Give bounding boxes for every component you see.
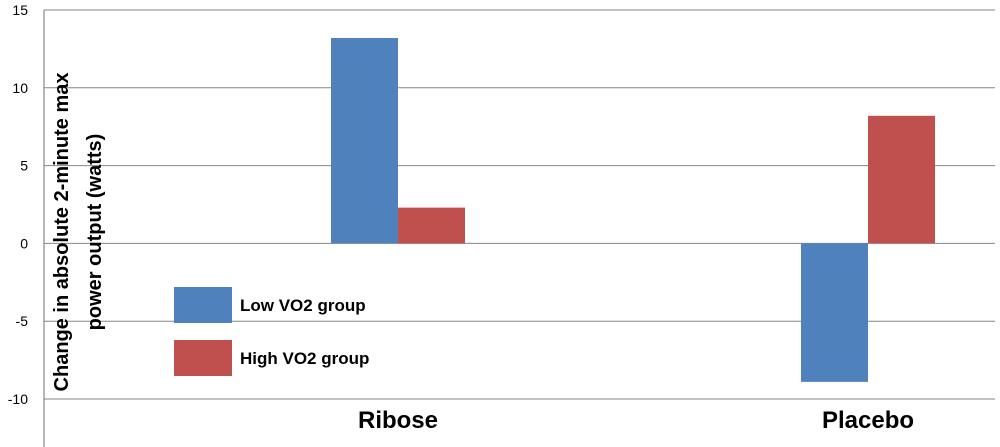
y-tick-label: 10 <box>12 80 28 96</box>
bar-ribose-series-1 <box>331 38 398 244</box>
y-tick-label: 5 <box>20 158 28 174</box>
legend-swatch <box>174 287 232 323</box>
y-tick-label: -5 <box>16 313 29 329</box>
legend: Low VO2 group High VO2 group <box>174 287 369 376</box>
y-tick-labels: 15 10 5 0 -5 -10 <box>8 2 28 407</box>
y-tick-label: 15 <box>12 2 28 18</box>
y-tick-label: -10 <box>8 391 28 407</box>
bars <box>331 38 935 382</box>
bar-placebo-series-1 <box>801 243 868 382</box>
y-axis-label-line-2: power output (watts) <box>84 134 106 331</box>
y-tick-label: 0 <box>20 235 28 251</box>
legend-swatch <box>174 340 232 376</box>
y-axis-label: Change in absolute 2-minute max power ou… <box>51 73 106 392</box>
bar-placebo-series-2 <box>868 115 935 244</box>
legend-label: High VO2 group <box>240 349 369 368</box>
legend-label: Low VO2 group <box>240 296 366 315</box>
y-axis-label-line-1: Change in absolute 2-minute max <box>51 73 73 392</box>
bar-ribose-series-2 <box>398 207 465 244</box>
category-labels: Ribose Placebo <box>358 407 914 434</box>
category-label: Ribose <box>358 407 438 434</box>
category-label: Placebo <box>822 407 914 434</box>
